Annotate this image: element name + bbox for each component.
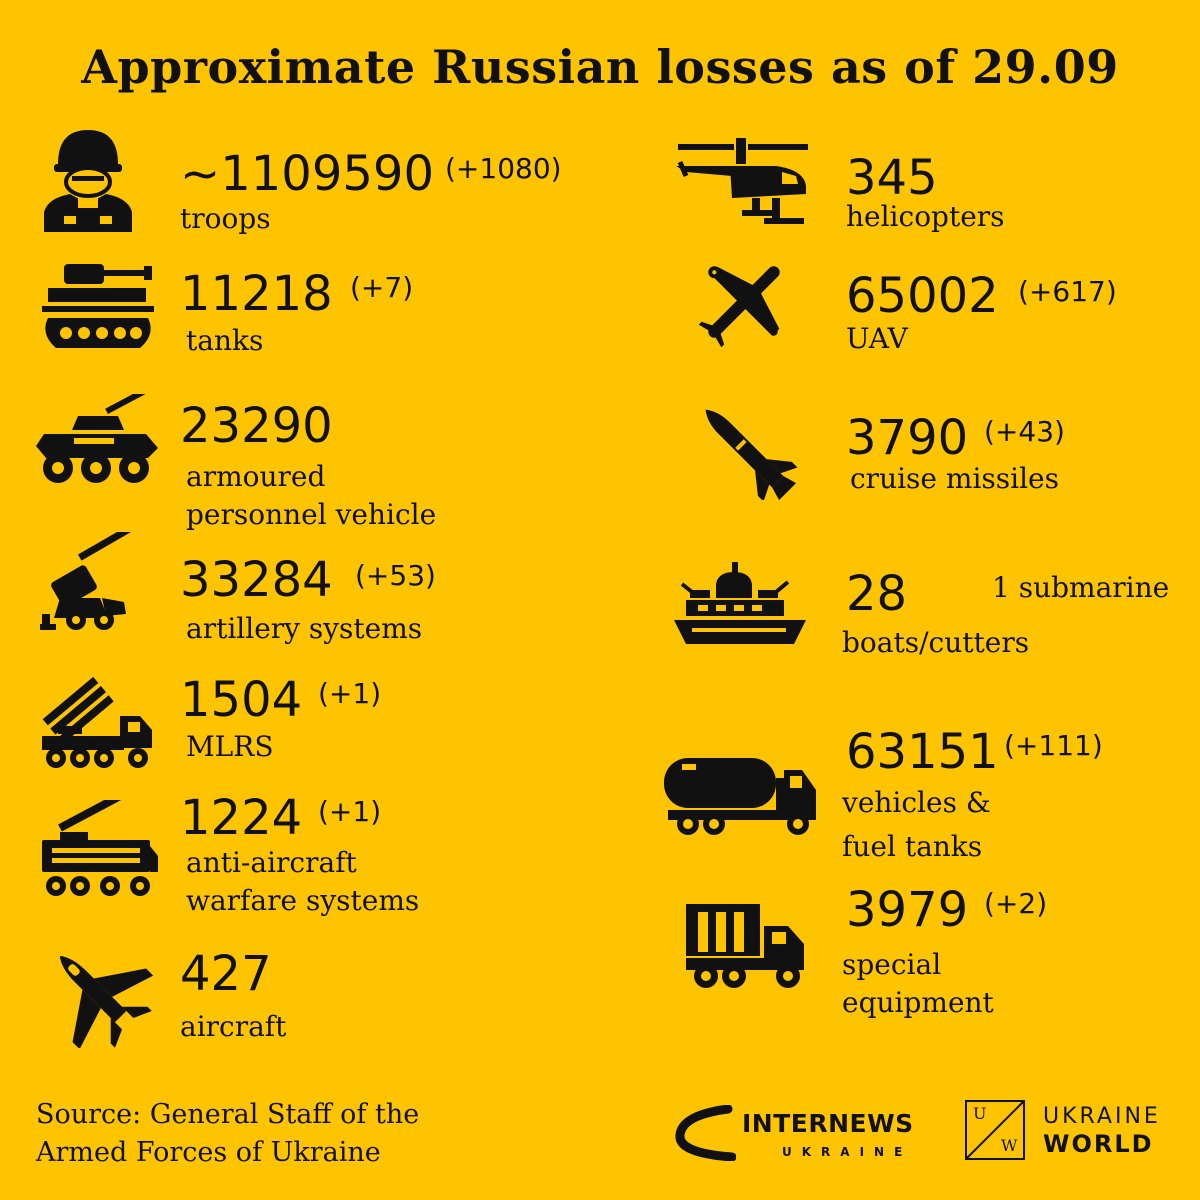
source-line1: Source: General Staff of the xyxy=(36,1099,420,1130)
source-credit: Source: General Staff of the Armed Force… xyxy=(36,1096,419,1172)
missile-icon xyxy=(694,404,802,500)
helicopters-label: helicopters xyxy=(846,200,1005,233)
anti-aircraft-label-line2: warfare systems xyxy=(186,884,420,917)
anti-aircraft-delta: (+1) xyxy=(318,795,382,828)
anti-aircraft-label-line1: anti-aircraft xyxy=(186,846,357,879)
troops-value: ~1109590 xyxy=(180,146,434,202)
special-equipment-delta: (+2) xyxy=(984,887,1048,920)
boats-submarine-note: 1 submarine xyxy=(992,571,1170,604)
special-equipment-value: 3979 xyxy=(846,882,969,938)
cruise-missiles-label: cruise missiles xyxy=(850,462,1059,495)
internews-logo: INTERNEWS UKRAINE xyxy=(672,1104,913,1165)
tanks-value: 11218 xyxy=(180,266,333,322)
soldier-icon xyxy=(40,124,136,232)
mlrs-value: 1504 xyxy=(180,672,303,728)
artillery-value: 33284 xyxy=(180,552,333,608)
cruise-missiles-delta: (+43) xyxy=(984,415,1065,448)
apc-icon xyxy=(34,394,160,486)
artillery-icon xyxy=(40,532,144,634)
tanks-label: tanks xyxy=(186,324,264,357)
internews-sub: UKRAINE xyxy=(782,1145,913,1159)
source-line2: Armed Forces of Ukraine xyxy=(36,1137,381,1168)
boats-value: 28 xyxy=(846,566,908,622)
special-equipment-label-line1: special xyxy=(842,948,942,981)
apc-label-line2: personnel vehicle xyxy=(186,498,437,531)
vehicles-label-line1: vehicles & xyxy=(842,786,991,819)
vehicles-label-line2: fuel tanks xyxy=(842,830,983,863)
internews-name: INTERNEWS xyxy=(742,1109,914,1138)
tank-icon xyxy=(40,260,156,354)
uav-value: 65002 xyxy=(846,268,999,324)
apc-value: 23290 xyxy=(180,398,333,454)
aircraft-value: 427 xyxy=(180,946,272,1002)
cruise-missiles-value: 3790 xyxy=(846,410,969,466)
fuel-truck-icon xyxy=(664,756,818,838)
page-title: Approximate Russian losses as of 29.09 xyxy=(81,40,1119,94)
uw-mark-w: W xyxy=(1001,1136,1018,1155)
tanks-delta: (+7) xyxy=(350,271,414,304)
helicopter-icon xyxy=(672,136,812,232)
uw-line2: WORLD xyxy=(1043,1130,1154,1158)
ship-icon xyxy=(672,560,808,652)
vehicles-value: 63151 xyxy=(846,724,999,780)
troops-delta: (+1080) xyxy=(445,152,562,185)
special-equipment-label-line2: equipment xyxy=(842,986,994,1019)
apc-label-line1: armoured xyxy=(186,460,326,493)
artillery-label: artillery systems xyxy=(186,612,423,645)
artillery-delta: (+53) xyxy=(355,559,436,592)
uav-delta: (+617) xyxy=(1018,275,1117,308)
uw-line1: UKRAINE xyxy=(1043,1104,1161,1129)
mlrs-icon xyxy=(40,664,156,770)
troops-label: troops xyxy=(180,202,271,235)
drone-icon xyxy=(690,252,798,352)
mlrs-label: MLRS xyxy=(186,730,274,763)
uw-mark-icon: U W xyxy=(965,1100,1025,1160)
internews-swoosh-icon xyxy=(675,1104,737,1162)
uav-label: UAV xyxy=(846,322,908,355)
mlrs-delta: (+1) xyxy=(318,677,382,710)
truck-icon xyxy=(684,902,810,994)
vehicles-delta: (+111) xyxy=(1004,729,1103,762)
jet-icon xyxy=(40,940,156,1048)
uw-mark-u: U xyxy=(973,1104,987,1123)
anti-aircraft-icon xyxy=(40,800,160,900)
anti-aircraft-value: 1224 xyxy=(180,790,303,846)
boats-label: boats/cutters xyxy=(842,626,1030,659)
helicopters-value: 345 xyxy=(846,150,938,206)
aircraft-label: aircraft xyxy=(180,1010,287,1043)
